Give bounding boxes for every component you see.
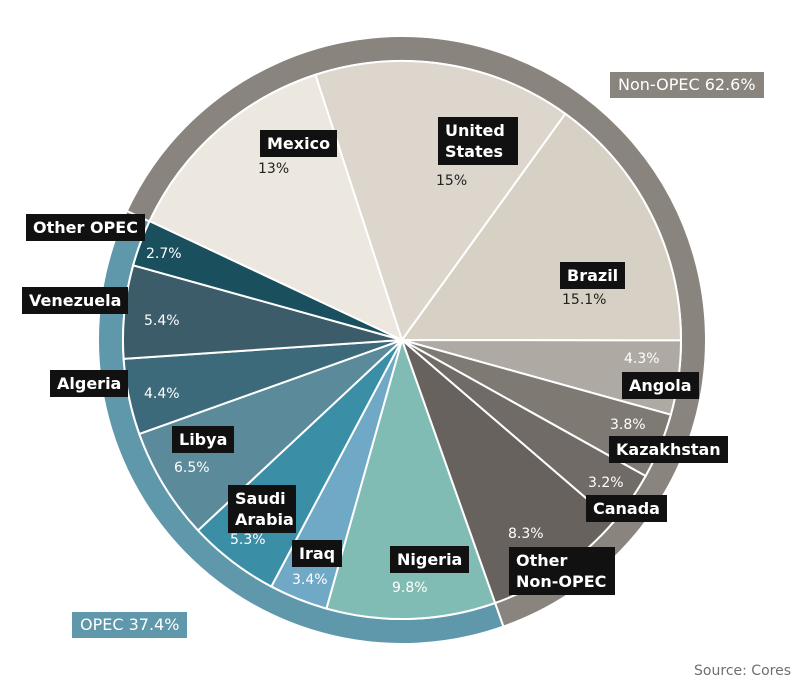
slice-label: Saudi Arabia [228,485,296,533]
slice-label: Libya [172,426,235,453]
value-label: 8.3% [508,526,544,542]
slice-label: Venezuela [22,287,129,314]
slice-label: Canada [586,495,667,522]
slice-label: Algeria [50,370,129,397]
slice-label: Mexico [260,130,338,157]
group-label: OPEC 37.4% [72,612,188,638]
slice-label: Brazil [560,262,626,289]
value-label: 4.3% [624,351,660,367]
value-label: 3.8% [610,417,646,433]
slice-label: Angola [622,372,699,399]
value-label: 5.3% [230,532,266,548]
slice [148,73,404,342]
slice [138,339,403,532]
slice-label: United States [438,117,518,165]
source: Source: Cores [694,663,791,679]
group-label: Non-OPEC 62.6% [610,72,764,98]
slice-label: Other OPEC [26,214,145,241]
value-label: 13% [258,161,290,177]
slice-label: Kazakhstan [609,436,728,463]
value-label: 15% [436,173,468,189]
slice-label: Nigeria [390,546,470,573]
value-label: 3.2% [588,475,624,491]
slice-label: Iraq [292,540,343,567]
value-label: 9.8% [392,580,428,596]
value-label: 5.4% [144,313,180,329]
value-label: 2.7% [146,246,182,262]
value-label: 15.1% [562,292,607,308]
slice-label: Other Non-OPEC [509,547,615,595]
value-label: 3.4% [292,572,328,588]
value-label: 4.4% [144,386,180,402]
value-label: 6.5% [174,460,210,476]
